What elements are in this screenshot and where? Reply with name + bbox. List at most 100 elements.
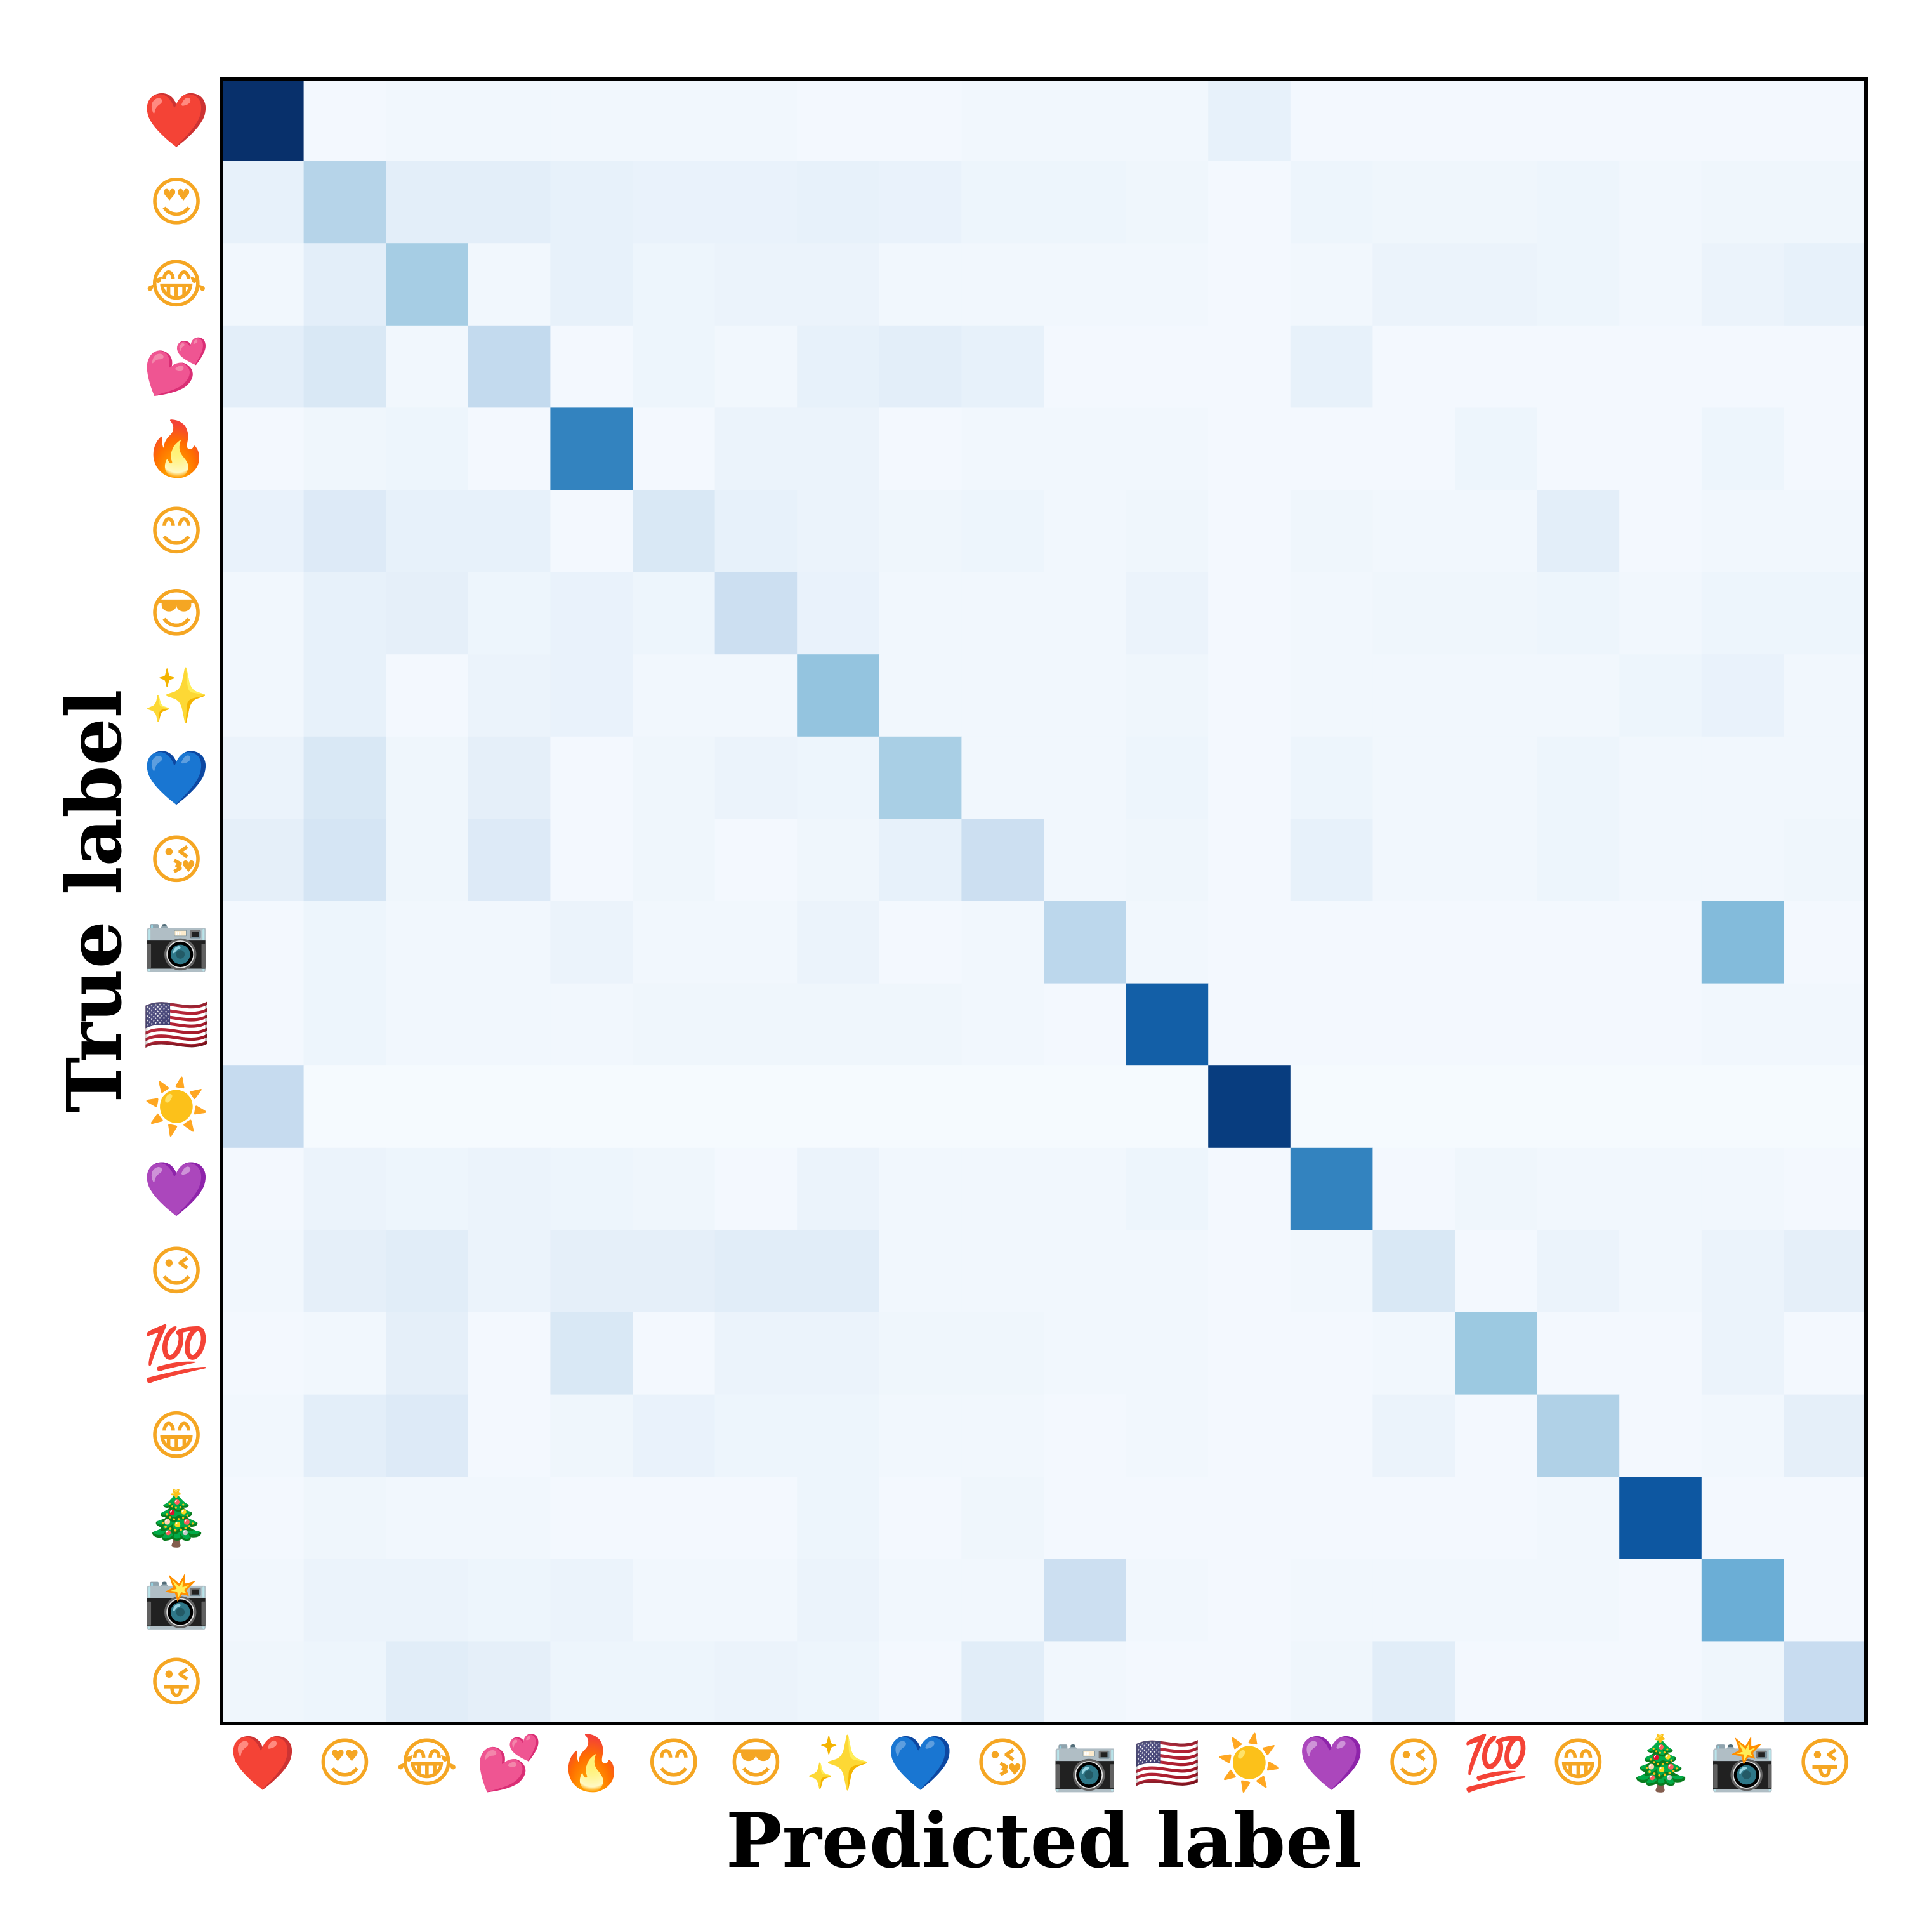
heatmap-cell-r1-c7 [797, 161, 880, 244]
heatmap-cell-r17-c0 [221, 1477, 305, 1560]
heatmap-cell-r5-c1 [303, 490, 386, 573]
x-tick-grinning-face-icon: 😁 [1551, 1732, 1607, 1794]
heatmap-cell-r10-c15 [1455, 901, 1538, 984]
heatmap-cell-r14-c19 [1784, 1230, 1867, 1313]
heatmap-cell-r10-c11 [1126, 901, 1209, 984]
y-tick-tears-of-joy-face-icon: 😂 [145, 253, 207, 315]
heatmap-cell-r7-c10 [1044, 654, 1127, 737]
heatmap-cell-r8-c3 [468, 736, 551, 819]
heatmap-cell-r8-c18 [1701, 736, 1784, 819]
heatmap-cell-r10-c1 [303, 901, 386, 984]
heatmap-cell-r9-c14 [1372, 819, 1456, 902]
heatmap-cell-r15-c12 [1208, 1312, 1291, 1395]
heatmap-cell-r16-c18 [1701, 1394, 1784, 1477]
heatmap-cell-r6-c7 [797, 572, 880, 655]
heatmap-cell-r11-c0 [221, 983, 305, 1066]
x-tick-sparkles-icon: ✨ [805, 1732, 872, 1794]
heatmap-cell-r11-c8 [879, 983, 962, 1066]
heatmap-cell-r7-c6 [714, 654, 798, 737]
heatmap-cell-r6-c0 [221, 572, 305, 655]
heatmap-cell-r10-c6 [714, 901, 798, 984]
x-tick-tears-of-joy-face-icon: 😂 [396, 1732, 458, 1794]
heatmap-cell-r3-c17 [1619, 325, 1702, 408]
heatmap-cell-r19-c4 [550, 1641, 633, 1724]
heatmap-cell-r17-c9 [961, 1477, 1044, 1560]
heatmap-cell-r17-c8 [879, 1477, 962, 1560]
heatmap-cell-r19-c17 [1619, 1641, 1702, 1724]
heatmap-cell-r2-c12 [1208, 243, 1291, 326]
heatmap-cell-r2-c0 [221, 243, 305, 326]
heatmap-cell-r0-c15 [1455, 79, 1538, 162]
heatmap-cell-r8-c12 [1208, 736, 1291, 819]
y-tick-sparkles-icon: ✨ [143, 664, 210, 727]
heatmap-cell-r0-c1 [303, 79, 386, 162]
heatmap-cell-r4-c17 [1619, 407, 1702, 491]
heatmap-cell-r19-c2 [386, 1641, 469, 1724]
heatmap-cell-r13-c7 [797, 1147, 880, 1230]
y-tick-blue-heart-icon: 💙 [143, 747, 210, 809]
heatmap-cell-r15-c0 [221, 1312, 305, 1395]
heatmap-cell-r2-c14 [1372, 243, 1456, 326]
heatmap-cell-r5-c19 [1784, 490, 1867, 573]
heatmap-cell-r8-c15 [1455, 736, 1538, 819]
y-tick-red-heart-icon: ❤️ [143, 89, 210, 151]
heatmap-cell-r12-c18 [1701, 1065, 1784, 1149]
heatmap-cell-r9-c6 [714, 819, 798, 902]
heatmap-cell-r14-c9 [961, 1230, 1044, 1313]
heatmap-cell-r19-c11 [1126, 1641, 1209, 1724]
heatmap-cell-r12-c10 [1044, 1065, 1127, 1149]
x-tick-sun-icon: ☀️ [1216, 1731, 1283, 1795]
heatmap-cell-r0-c4 [550, 79, 633, 162]
heatmap-cell-r2-c10 [1044, 243, 1127, 326]
heatmap-cell-r6-c19 [1784, 572, 1867, 655]
heatmap-cell-r11-c7 [797, 983, 880, 1066]
heatmap-cell-r5-c18 [1701, 490, 1784, 573]
heatmap-cell-r7-c1 [303, 654, 386, 737]
heatmap-cell-r2-c1 [303, 243, 386, 326]
heatmap-cell-r3-c6 [714, 325, 798, 408]
heatmap-cell-r4-c16 [1537, 407, 1620, 491]
heatmap-cell-r4-c9 [961, 407, 1044, 491]
heatmap-cell-r7-c14 [1372, 654, 1456, 737]
heatmap-cell-r13-c5 [633, 1147, 716, 1230]
heatmap-cell-r0-c13 [1290, 79, 1373, 162]
heatmap-cell-r2-c4 [550, 243, 633, 326]
heatmap-cell-r10-c2 [386, 901, 469, 984]
y-tick-sun-icon: ☀️ [143, 1075, 210, 1138]
heatmap-cell-r10-c9 [961, 901, 1044, 984]
heatmap-cell-r14-c1 [303, 1230, 386, 1313]
x-tick-us-flag-icon: 🇺🇸 [1134, 1732, 1200, 1794]
heatmap-cell-r19-c7 [797, 1641, 880, 1724]
y-tick-christmas-tree-icon: 🎄 [143, 1487, 210, 1549]
heatmap-cell-r18-c17 [1619, 1559, 1702, 1642]
heatmap-cell-r4-c15 [1455, 407, 1538, 491]
heatmap-cell-r10-c0 [221, 901, 305, 984]
heatmap-cell-r16-c9 [961, 1394, 1044, 1477]
y-tick-hundred-points-icon: 💯 [143, 1322, 210, 1385]
heatmap-cell-r19-c8 [879, 1641, 962, 1724]
heatmap-cell-r17-c19 [1784, 1477, 1867, 1560]
heatmap-cell-r16-c16 [1537, 1394, 1620, 1477]
heatmap-cell-r10-c3 [468, 901, 551, 984]
heatmap-cell-r9-c8 [879, 819, 962, 902]
heatmap-cell-r15-c4 [550, 1312, 633, 1395]
heatmap-cell-r5-c11 [1126, 490, 1209, 573]
plot-frame [220, 77, 1868, 1725]
heatmap-cell-r14-c6 [714, 1230, 798, 1313]
y-tick-grinning-face-icon: 😁 [148, 1404, 204, 1466]
heatmap-cell-r1-c0 [221, 161, 305, 244]
heatmap-cell-r3-c3 [468, 325, 551, 408]
heatmap-cell-r12-c11 [1126, 1065, 1209, 1149]
heatmap-cell-r10-c4 [550, 901, 633, 984]
heatmap-cell-r4-c7 [797, 407, 880, 491]
heatmap-cell-r0-c14 [1372, 79, 1456, 162]
heatmap-cell-r11-c17 [1619, 983, 1702, 1066]
heatmap-cell-r11-c3 [468, 983, 551, 1066]
heatmap-cell-r11-c13 [1290, 983, 1373, 1066]
heatmap-cell-r7-c16 [1537, 654, 1620, 737]
heatmap-cell-r2-c9 [961, 243, 1044, 326]
heatmap-cell-r3-c14 [1372, 325, 1456, 408]
heatmap-cell-r16-c7 [797, 1394, 880, 1477]
x-tick-smiling-face-icon: 😊 [646, 1732, 702, 1794]
x-tick-heart-eyes-face-icon: 😍 [317, 1732, 373, 1794]
